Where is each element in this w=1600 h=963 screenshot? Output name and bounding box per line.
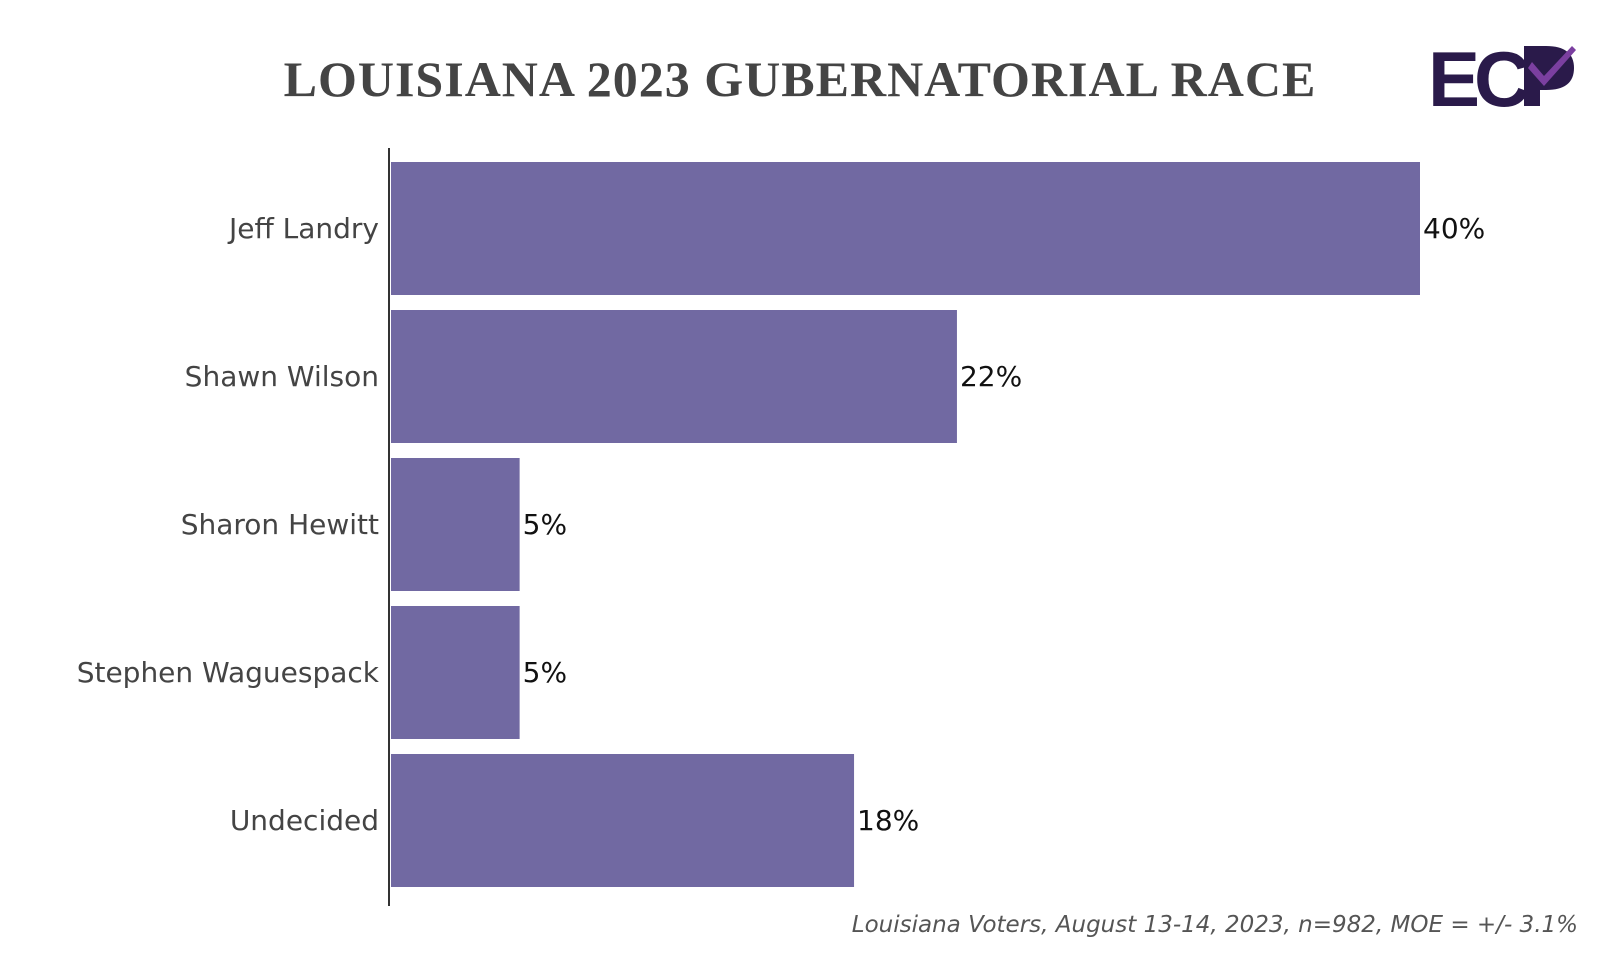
- bar-jeff-landry: [391, 162, 1420, 295]
- value-label: 5%: [523, 508, 567, 541]
- bar-stephen-waguespack: [391, 606, 520, 739]
- value-label: 40%: [1423, 212, 1485, 245]
- category-label: Jeff Landry: [227, 212, 379, 245]
- svg-text:EC: EC: [1428, 40, 1529, 110]
- bar-sharon-hewitt: [391, 458, 520, 591]
- category-label: Undecided: [230, 804, 379, 837]
- category-label: Stephen Waguespack: [77, 656, 380, 689]
- category-label: Shawn Wilson: [185, 360, 379, 393]
- bar-undecided: [391, 754, 855, 887]
- value-label: 22%: [960, 360, 1022, 393]
- value-label: 5%: [523, 656, 567, 689]
- category-label: Sharon Hewitt: [181, 508, 379, 541]
- chart-footnote: Louisiana Voters, August 13-14, 2023, n=…: [851, 912, 1578, 938]
- value-label: 18%: [857, 804, 919, 837]
- bar-shawn-wilson: [391, 310, 957, 443]
- chart-title: LOUISIANA 2023 GUBERNATORIAL RACE: [283, 51, 1317, 107]
- ecp-logo: EC: [1428, 40, 1576, 110]
